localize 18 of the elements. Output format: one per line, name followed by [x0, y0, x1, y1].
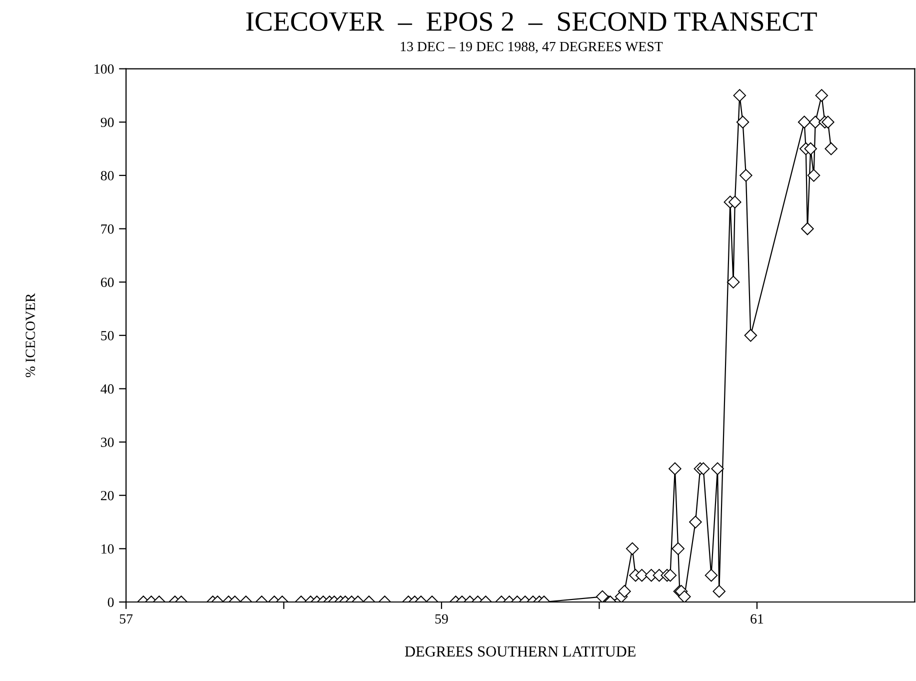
y-tick-label: 40 [100, 384, 114, 394]
y-tick-label: 70 [101, 224, 114, 234]
y-tick-label: 80 [100, 171, 114, 180]
y-tick-label: 60 [100, 278, 114, 288]
y-tick-label: 100 [94, 64, 114, 74]
x-tick-label: 57 [120, 614, 133, 624]
y-tick-label: 90 [100, 118, 114, 128]
y-tick-label: 10 [102, 544, 114, 554]
y-axis-title: % ICECOVER [26, 293, 36, 378]
x-axis-title: DEGREES SOUTHERN LATITUDE [404, 646, 636, 657]
chart-title: ICECOVER – EPOS 2 – SECOND TRANSECT [246, 12, 817, 32]
y-tick-label: 0 [108, 598, 114, 607]
y-tick-label: 30 [101, 438, 114, 447]
chart-subtitle: 13 DEC – 19 DEC 1988, 47 DEGREES WEST [400, 42, 663, 54]
x-tick-label: 59 [435, 614, 448, 624]
x-tick-label: 61 [750, 614, 764, 624]
y-tick-label: 50 [101, 330, 114, 340]
y-tick-label: 20 [100, 490, 114, 500]
